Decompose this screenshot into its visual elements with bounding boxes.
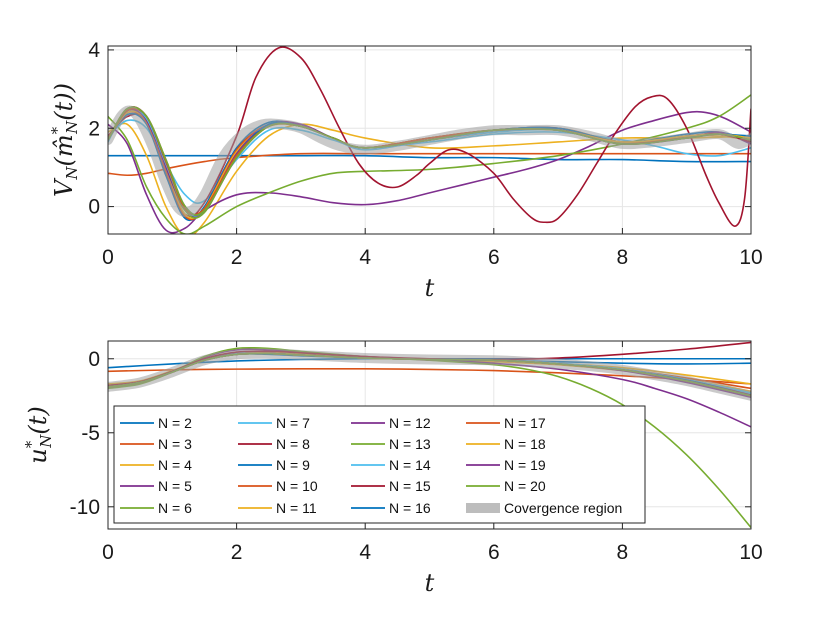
plot-content (108, 46, 751, 234)
legend-item: N = 12 (351, 415, 431, 431)
y-tick-label: -5 (81, 422, 100, 445)
x-tick-label: 4 (359, 541, 371, 564)
legend-label: N = 7 (276, 415, 310, 431)
y-tick-label: 0 (88, 348, 100, 371)
legend-item: N = 9 (238, 457, 310, 473)
legend-item: N = 17 (466, 415, 546, 431)
legend-label: N = 19 (504, 457, 546, 473)
x-tick-label: 2 (231, 541, 243, 564)
legend-label: N = 8 (276, 436, 310, 452)
legend-item: N = 4 (120, 457, 192, 473)
legend-label: Covergence region (504, 500, 622, 516)
legend-item: N = 5 (120, 478, 192, 494)
y-tick-label: 4 (88, 39, 100, 62)
legend-item: N = 16 (351, 500, 431, 516)
x-tick-label: 0 (102, 541, 114, 564)
legend-item: N = 2 (120, 415, 192, 431)
legend-item: N = 6 (120, 500, 192, 516)
legend-item: N = 7 (238, 415, 310, 431)
legend-label: N = 2 (158, 415, 192, 431)
legend-label: N = 13 (389, 436, 431, 452)
legend-item: N = 10 (238, 478, 318, 494)
legend-label: N = 4 (158, 457, 192, 473)
legend-label: N = 5 (158, 478, 192, 494)
legend-label: N = 10 (276, 478, 318, 494)
x-axis-label: t (425, 569, 435, 597)
legend-label: N = 15 (389, 478, 431, 494)
legend-item: N = 14 (351, 457, 431, 473)
x-tick-label: 2 (231, 246, 243, 269)
legend-label: N = 18 (504, 436, 546, 452)
legend-item: Covergence region (466, 500, 622, 516)
y-tick-label: 0 (88, 196, 100, 219)
legend-label: N = 3 (158, 436, 192, 452)
axes-frame (107, 340, 752, 530)
legend-item: N = 18 (466, 436, 546, 452)
panel-1: 0 2 4 6 8 10 0 2 4 t (88, 39, 762, 302)
x-tick-label: 4 (359, 246, 371, 269)
series-line-n5 (108, 110, 751, 234)
legend-label: N = 6 (158, 500, 192, 516)
y-axis-label-top: VN(m̂*N(t)) (48, 83, 81, 197)
legend-label: N = 9 (276, 457, 310, 473)
legend-label: N = 12 (389, 415, 431, 431)
x-tick-label: 10 (739, 541, 762, 564)
legend-label: N = 11 (276, 500, 317, 516)
x-tick-label: 0 (102, 246, 114, 269)
plot-content (108, 341, 751, 529)
legend-label: N = 20 (504, 478, 546, 494)
convergence-band (108, 105, 751, 218)
y-tick-label: -10 (70, 496, 100, 519)
legend: N = 2 N = 3 N = 4 N = 5 N = 6 N = 7 N = 8 N = 9… (113, 405, 646, 524)
convergence-band (108, 348, 751, 401)
legend-item: N = 3 (120, 436, 192, 452)
legend-item: N = 11 (238, 500, 317, 516)
legend-label: N = 14 (389, 457, 431, 473)
x-tick-label: 10 (739, 246, 762, 269)
legend-label: N = 16 (389, 500, 431, 516)
legend-item: N = 19 (466, 457, 546, 473)
legend-item: N = 8 (238, 436, 310, 452)
x-tick-label: 8 (617, 541, 629, 564)
x-axis-label: t (425, 274, 435, 302)
legend-item: N = 13 (351, 436, 431, 452)
series-line-n2 (108, 154, 751, 163)
legend-label: N = 17 (504, 415, 546, 431)
y-axis-label-bottom: u*N(t) (22, 406, 55, 463)
x-tick-label: 6 (488, 541, 500, 564)
axes-frame (107, 45, 752, 235)
x-tick-label: 8 (617, 246, 629, 269)
y-tick-label: 2 (88, 117, 100, 140)
x-tick-label: 6 (488, 246, 500, 269)
legend-item: N = 15 (351, 478, 431, 494)
legend-item: N = 20 (466, 478, 546, 494)
